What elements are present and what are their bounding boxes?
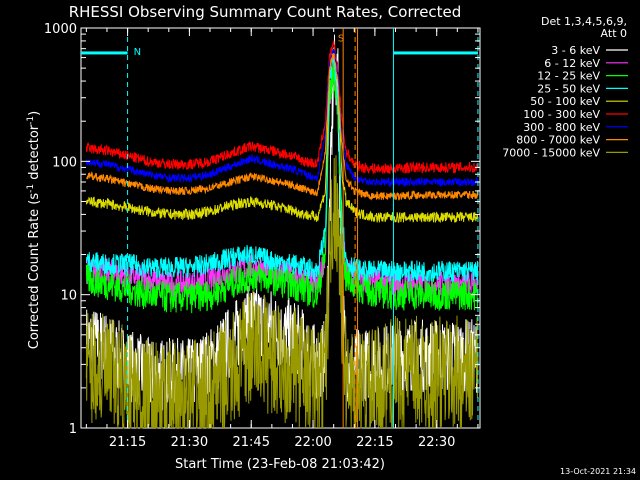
x-tick-label-1: 21:30 [171,435,208,450]
x-tick-label-3: 22:00 [294,435,331,450]
legend-label-9: 7000 - 15000 keV [502,146,600,159]
annotation-label-2: S [338,33,344,44]
legend-label-1: 3 - 6 keV [551,44,600,57]
legend-label-3: 12 - 25 keV [537,70,600,83]
series-line-7 [85,48,479,188]
annotation-label-0: N [134,47,141,58]
legend-header-line-1: Det 1,3,4,5,6,9, [541,15,627,28]
series-line-4 [85,48,479,283]
chart-title: RHESSI Observing Summary Count Rates, Co… [69,3,462,21]
x-tick-label-5: 22:30 [418,435,455,450]
legend-label-4: 25 - 50 keV [537,82,600,95]
y-tick-label-1: 10 [60,289,77,304]
series-line-9 [85,155,479,429]
y-tick-label-0: 1 [69,422,77,437]
legend-label-2: 6 - 12 keV [544,57,600,70]
x-tick-label-2: 21:45 [233,435,270,450]
legend-label-6: 100 - 300 keV [523,108,600,121]
legend-label-8: 800 - 7000 keV [516,134,600,147]
series-line-3 [85,56,479,314]
axis-ticks: 21:15 21:30 21:45 22:00 22:15 22:30 1 10 100 1000 [44,22,480,450]
x-tick-label-4: 22:15 [356,435,393,450]
attenuator-bar-1 [393,51,478,55]
series-layer [85,34,479,429]
footer-date: 13-Oct-2021 21:34 [560,467,636,476]
y-axis-label: Corrected Count Rate (s-1 detector-1) [26,111,42,349]
series-line-5 [85,47,479,223]
legend-label-7: 300 - 800 keV [523,121,600,134]
plot-area [80,27,481,429]
x-axis-label: Start Time (23-Feb-08 21:03:42) [175,457,385,472]
x-tick-label-0: 21:15 [109,435,146,450]
attenuator-bar-0 [81,51,128,55]
y-tick-label-3: 1000 [44,22,77,37]
legend-header-line-2: Att 0 [601,27,627,40]
series-line-6 [85,40,479,175]
annotation-layer: NS [81,28,479,428]
y-tick-label-2: 100 [52,155,77,170]
legend-label-5: 50 - 100 keV [530,95,600,108]
series-line-8 [86,53,479,201]
